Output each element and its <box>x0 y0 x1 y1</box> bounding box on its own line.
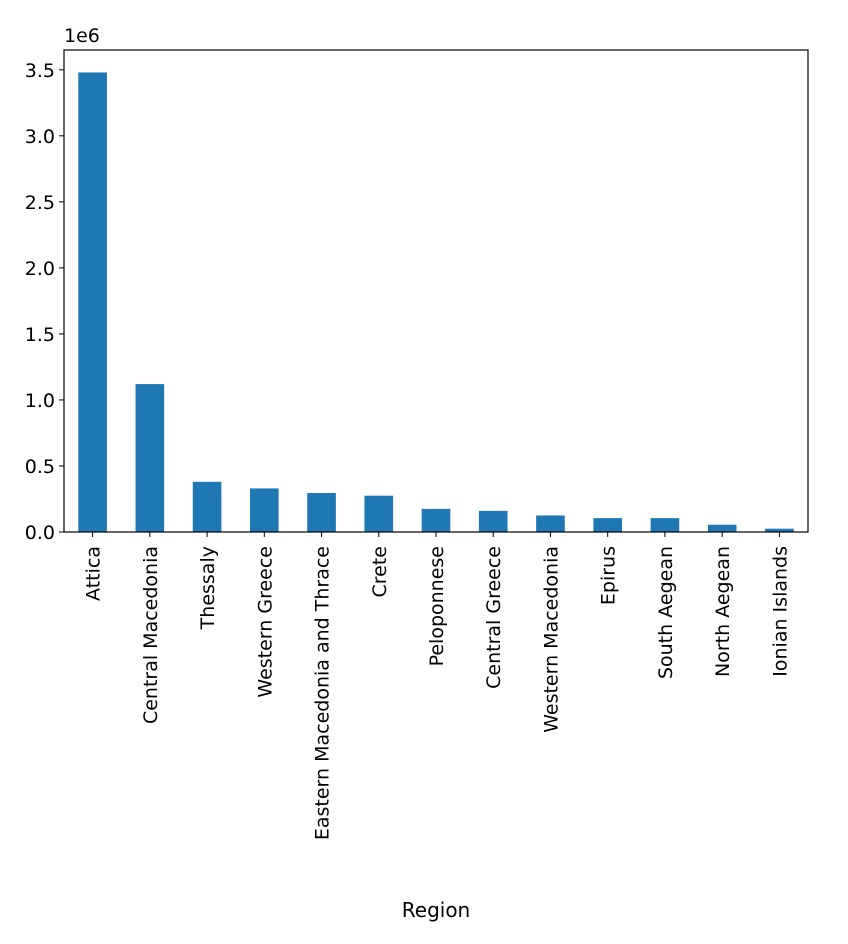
x-tick-label: South Aegean <box>655 546 677 679</box>
bar-epirus <box>593 518 622 532</box>
bar-south-aegean <box>650 518 680 532</box>
x-tick-label: Eastern Macedonia and Thrace <box>312 546 334 840</box>
bar-western-macedonia <box>536 515 565 532</box>
x-tick-label: Attica <box>83 546 105 601</box>
bar-north-aegean <box>707 524 737 532</box>
bar-attica <box>78 72 107 532</box>
x-tick-label: Thessaly <box>197 546 219 630</box>
x-tick-label: Central Greece <box>483 546 505 689</box>
bar-central-greece <box>478 510 508 532</box>
bar-crete <box>364 495 394 532</box>
y-axis-offset-label: 1e6 <box>64 25 100 47</box>
x-tick-label: Epirus <box>598 546 620 605</box>
y-tick-label: 1.5 <box>25 324 55 346</box>
axes-frame <box>63 49 809 533</box>
bar-thessaly <box>192 481 222 532</box>
x-tick-label: Central Macedonia <box>140 546 162 724</box>
x-tick-label: Ionian Islands <box>769 546 791 677</box>
plot-area: Attica Central Macedonia Thessaly Western G… <box>25 49 809 840</box>
x-tick-label: Crete <box>369 546 391 598</box>
y-tick-label: 2.0 <box>25 258 55 280</box>
x-tick-label: Peloponnese <box>426 546 448 666</box>
x-tick-label: Western Macedonia <box>540 546 562 733</box>
y-tick-label: 0.5 <box>25 456 55 478</box>
y-tick-label: 3.0 <box>25 126 55 148</box>
y-tick-label: 2.5 <box>25 192 55 214</box>
x-tick-label: Western Greece <box>254 546 276 698</box>
bar-eastern-macedonia-and-thrace <box>307 493 336 532</box>
bar-western-greece <box>250 488 279 532</box>
y-tick-label: 1.0 <box>25 390 55 412</box>
x-tick-label: North Aegean <box>712 546 734 677</box>
bar-ionian-islands <box>765 528 794 532</box>
bar-central-macedonia <box>135 384 165 532</box>
y-tick-label: 3.5 <box>25 60 55 82</box>
bar-peloponnese <box>421 508 451 532</box>
y-tick-label: 0.0 <box>25 522 55 544</box>
x-axis-label: Region <box>402 898 470 922</box>
